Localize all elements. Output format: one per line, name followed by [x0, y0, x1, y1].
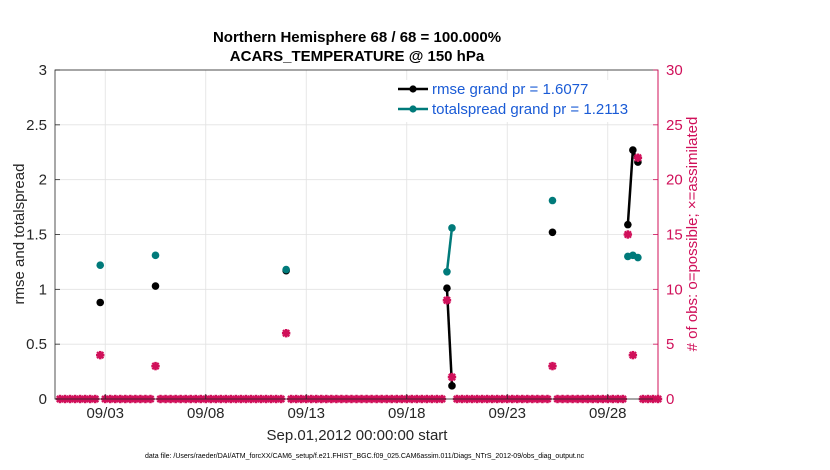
totalspread-point — [548, 196, 557, 205]
obs-assimilated-point — [96, 350, 105, 360]
rmse-point — [624, 220, 632, 229]
y2-axis-label: # of obs: o=possible; ×=assimilated — [684, 117, 701, 352]
y-axis-label: rmse and totalspread — [11, 164, 28, 305]
totalspread-point — [282, 265, 290, 274]
totalspread-point — [443, 267, 451, 276]
legend: rmse grand pr = 1.6077 totalspread grand… — [395, 80, 645, 122]
obs-assimilated-point — [623, 230, 633, 239]
marker-stroke — [548, 362, 557, 371]
marker-stroke — [282, 329, 291, 338]
x-tick-label: 09/08 — [187, 405, 225, 422]
y-tick-label: 3 — [39, 62, 47, 79]
y-tick-label: 2.5 — [26, 117, 47, 134]
obs-assimilated-markers — [96, 153, 643, 382]
obs-assimilated-point — [151, 361, 160, 371]
y-tick-label: 1 — [39, 281, 47, 298]
y2-tick-label: 25 — [666, 117, 683, 134]
x-tick-label: 09/28 — [589, 405, 627, 422]
marker-stroke — [96, 351, 105, 360]
legend-marker-rmse — [409, 85, 417, 93]
obs-assimilated-point — [633, 153, 643, 162]
rmse-line — [445, 288, 454, 386]
rmse-point — [96, 298, 105, 307]
totalspread-point — [96, 261, 105, 270]
series-layer — [96, 146, 642, 390]
data-file-footnote: data file: /Users/raeder/DAI/ATM_forcXX/… — [145, 453, 585, 460]
rmse-point — [548, 228, 557, 237]
legend-label-rmse: rmse grand pr = 1.6077 — [432, 81, 588, 98]
chart-subtitle: ACARS_TEMPERATURE @ 150 hPa — [230, 48, 485, 65]
x-tick-label: 09/23 — [488, 405, 526, 422]
chart-title: Northern Hemisphere 68 / 68 = 100.000% — [213, 29, 501, 46]
y-tick-label: 1.5 — [26, 227, 47, 244]
rmse-point — [151, 282, 160, 290]
obs-assimilated-point — [442, 296, 452, 305]
marker-stroke — [443, 296, 451, 305]
legend-marker-totalspread — [409, 105, 417, 113]
totalspread-point — [448, 224, 456, 232]
obs-assimilated-point — [447, 372, 457, 382]
y-tick-label: 2 — [39, 172, 47, 189]
totalspread-point — [634, 253, 642, 262]
legend-label-totalspread: totalspread grand pr = 1.2113 — [432, 101, 628, 118]
y2-tick-label: 10 — [666, 281, 683, 298]
marker-stroke — [633, 153, 642, 162]
obs-assimilated-point — [548, 361, 557, 371]
x-tick-label: 09/13 — [287, 405, 325, 422]
totalspread-line — [445, 227, 454, 272]
y2-tick-label: 30 — [666, 62, 683, 79]
rmse-point — [448, 382, 456, 390]
totalspread-point — [151, 251, 160, 260]
legend-box — [395, 80, 645, 122]
x-tick-label: 09/03 — [86, 405, 124, 422]
y2-tick-label: 5 — [666, 336, 674, 353]
y2-tick-label: 20 — [666, 172, 683, 189]
y2-tick-label: 15 — [666, 227, 683, 244]
y-tick-label: 0.5 — [26, 336, 47, 353]
x-axis-label: Sep.01,2012 00:00:00 start — [267, 427, 449, 444]
marker-stroke — [151, 362, 160, 371]
y-tick-label: 0 — [39, 391, 47, 408]
y2-tick-label: 0 — [666, 391, 674, 408]
rmse-point — [629, 146, 637, 154]
obs-assimilated-point — [281, 329, 291, 338]
marker-stroke — [448, 373, 456, 381]
marker-stroke — [628, 351, 637, 360]
x-tick-label: 09/18 — [388, 405, 426, 422]
marker-stroke — [623, 230, 632, 239]
rmse-point — [443, 284, 451, 293]
obs-assimilated-point — [628, 350, 638, 360]
ticks: 09/03 09/08 09/13 09/18 09/23 09/28 0 0.5 1 1.5 2 2… — [26, 62, 683, 422]
